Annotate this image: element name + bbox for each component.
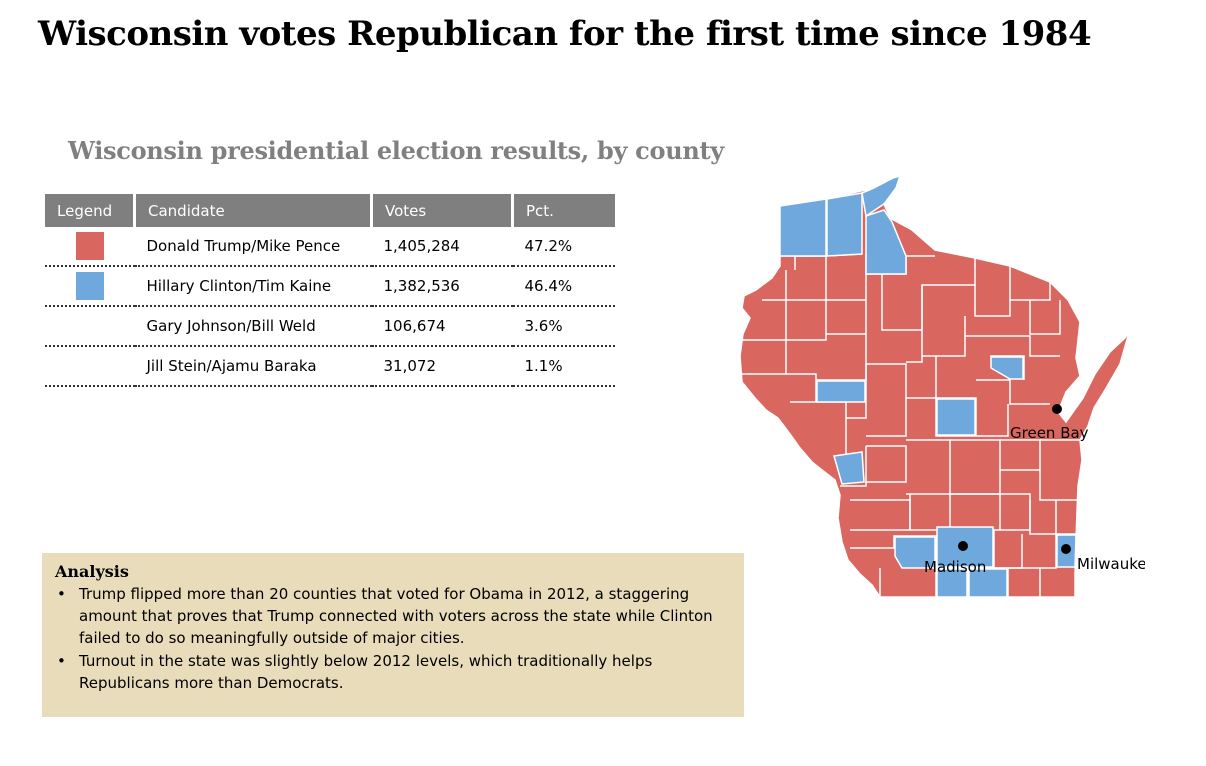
page-title: Wisconsin votes Republican for the first…	[38, 14, 1092, 54]
county-border	[974, 266, 1011, 317]
county-border	[840, 482, 867, 487]
legend-cell	[45, 266, 135, 307]
county-border	[1010, 282, 1051, 301]
county-la-crosse	[833, 451, 865, 485]
county-green	[936, 568, 968, 598]
analysis-bullet-text: Trump flipped more than 20 counties that…	[79, 585, 713, 647]
county-border	[906, 439, 951, 495]
county-border	[1029, 300, 1061, 335]
votes-cell: 106,674	[371, 306, 513, 347]
county-iowa	[894, 536, 936, 569]
county-eau-claire	[816, 380, 866, 403]
county-border	[909, 494, 951, 531]
green-bay-dot	[1052, 404, 1062, 414]
candidate-cell: Gary Johnson/Bill Weld	[134, 306, 372, 347]
wisconsin-county-map: Green Bay Madison Milwaukee	[739, 174, 1145, 598]
header-candidate: Candidate	[133, 194, 372, 227]
county-border	[906, 285, 923, 363]
county-bayfield	[779, 198, 827, 257]
legend-swatch-trump	[76, 232, 104, 260]
header-votes: Votes	[370, 194, 513, 227]
legend-cell	[45, 346, 135, 387]
header-legend: Legend	[45, 194, 135, 227]
header-pct: Pct.	[511, 194, 615, 227]
county-rock	[968, 568, 1008, 598]
candidate-cell: Donald Trump/Mike Pence	[134, 227, 372, 267]
analysis-box: Analysis • Trump flipped more than 20 cou…	[42, 553, 744, 717]
table-row: Gary Johnson/Bill Weld 106,674 3.6%	[45, 306, 615, 347]
analysis-heading: Analysis	[55, 562, 129, 581]
analysis-bullet-text: Turnout in the state was slightly below …	[79, 652, 653, 692]
county-border	[990, 355, 1025, 380]
bullet-icon: •	[57, 585, 66, 603]
votes-cell: 1,405,284	[371, 227, 513, 267]
candidate-cell: Hillary Clinton/Tim Kaine	[134, 266, 372, 307]
county-border	[976, 379, 1050, 405]
results-table: Legend Candidate Votes Pct. Donald Trump…	[45, 194, 615, 387]
county-border	[965, 335, 1060, 357]
candidate-cell: Jill Stein/Ajamu Baraka	[134, 346, 372, 387]
county-border	[850, 535, 1022, 569]
madison-dot	[958, 541, 968, 551]
city-markers: Green Bay Madison Milwaukee	[924, 404, 1145, 576]
county-grid	[742, 199, 1080, 597]
legend-swatch-clinton	[76, 272, 104, 300]
county-border	[866, 363, 936, 399]
milwaukee-dot	[1061, 544, 1071, 554]
map-subtitle: Wisconsin presidential election results,…	[68, 136, 724, 165]
madison-label: Madison	[924, 558, 986, 576]
wisconsin-outline	[739, 174, 1135, 598]
county-border	[786, 373, 817, 403]
table-header-row: Legend Candidate Votes Pct.	[45, 194, 615, 227]
county-menominee	[990, 356, 1024, 380]
clinton-counties	[779, 174, 1077, 598]
bullet-icon: •	[57, 652, 66, 670]
county-border	[845, 364, 867, 460]
county-border	[1022, 534, 1057, 569]
county-border	[786, 300, 827, 341]
county-border	[935, 356, 977, 437]
analysis-list: • Trump flipped more than 20 counties tha…	[55, 583, 724, 694]
state-base	[739, 174, 1135, 598]
votes-cell: 31,072	[371, 346, 513, 387]
county-border	[1000, 439, 1041, 471]
analysis-bullet: • Trump flipped more than 20 counties tha…	[55, 583, 724, 649]
pct-cell: 1.1%	[512, 346, 615, 387]
analysis-bullet: • Turnout in the state was slightly below…	[55, 650, 724, 694]
county-border	[866, 398, 907, 437]
county-iron	[865, 209, 907, 275]
table-row: Donald Trump/Mike Pence 1,405,284 47.2%	[45, 227, 615, 267]
pct-cell: 3.6%	[512, 306, 615, 347]
pct-cell: 47.2%	[512, 227, 615, 267]
county-ashland	[826, 192, 863, 257]
milwaukee-label: Milwaukee	[1077, 555, 1145, 573]
legend-cell	[45, 306, 135, 347]
table-row: Hillary Clinton/Tim Kaine 1,382,536 46.4…	[45, 266, 615, 307]
legend-cell	[45, 227, 135, 267]
green-bay-label: Green Bay	[1010, 424, 1089, 442]
pct-cell: 46.4%	[512, 266, 615, 307]
table-row: Jill Stein/Ajamu Baraka 31,072 1.1%	[45, 346, 615, 387]
county-border	[1029, 500, 1057, 535]
votes-cell: 1,382,536	[371, 266, 513, 307]
county-apostle-islands	[861, 174, 902, 218]
county-border	[1039, 470, 1078, 501]
county-border	[865, 445, 907, 483]
county-portage	[936, 398, 976, 436]
county-border	[976, 404, 1009, 437]
